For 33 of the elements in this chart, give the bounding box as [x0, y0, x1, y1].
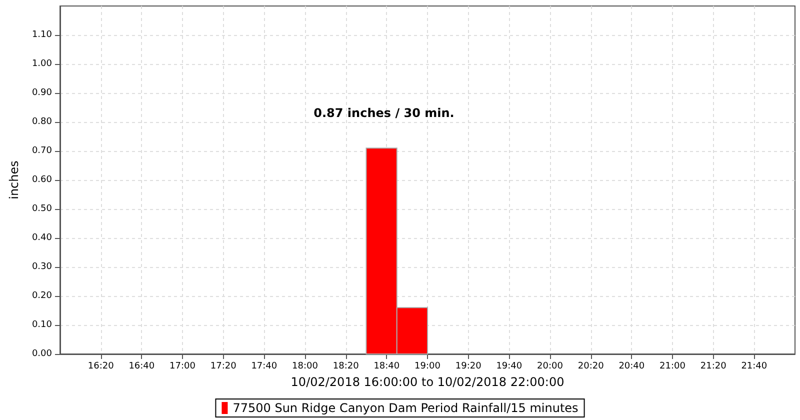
x-tick-label: 18:40: [374, 362, 400, 372]
y-tick-label: 0.00: [32, 349, 52, 359]
x-tick-label: 20:00: [537, 362, 564, 372]
y-tick-label: 1.00: [32, 59, 52, 69]
x-tick-label: 21:20: [700, 362, 727, 372]
y-tick-label: 0.50: [32, 204, 52, 214]
x-tick-label: 20:20: [578, 362, 604, 372]
x-tick-label: 19:00: [414, 362, 441, 372]
x-tick-label: 21:40: [741, 362, 768, 372]
x-tick-label: 17:00: [170, 362, 196, 372]
x-axis-title: 10/02/2018 16:00:00 to 10/02/2018 22:00:00: [290, 375, 564, 389]
x-tick-label: 18:20: [332, 362, 360, 372]
x-tick-label: 19:20: [455, 362, 482, 372]
x-tick-label: 18:00: [292, 362, 318, 372]
y-tick-label: 1.10: [32, 30, 52, 40]
y-tick-label: 0.70: [32, 146, 52, 156]
x-tick-label: 16:20: [88, 362, 114, 372]
y-tick-label: 0.80: [32, 117, 52, 127]
y-tick-label: 0.40: [32, 233, 52, 243]
x-tick-label: 19:40: [496, 362, 522, 372]
y-tick-label: 0.30: [32, 262, 52, 272]
y-tick-label: 0.90: [32, 88, 52, 98]
y-tick-label: 0.10: [32, 320, 52, 330]
x-tick-label: 20:40: [618, 362, 645, 372]
x-tick-label: 17:20: [210, 362, 237, 372]
x-tick-label: 16:40: [128, 362, 155, 372]
y-tick-label: 0.20: [32, 291, 52, 301]
annotation: 0.87 inches / 30 min.: [314, 106, 454, 120]
legend-label: 77500 Sun Ridge Canyon Dam Period Rainfall/15 minutes: [232, 401, 578, 415]
x-tick-label: 21:00: [660, 362, 686, 372]
y-tick-label: 0.60: [32, 175, 52, 185]
y-axis-title: inches: [7, 160, 21, 200]
x-tick-label: 17:40: [251, 362, 278, 372]
